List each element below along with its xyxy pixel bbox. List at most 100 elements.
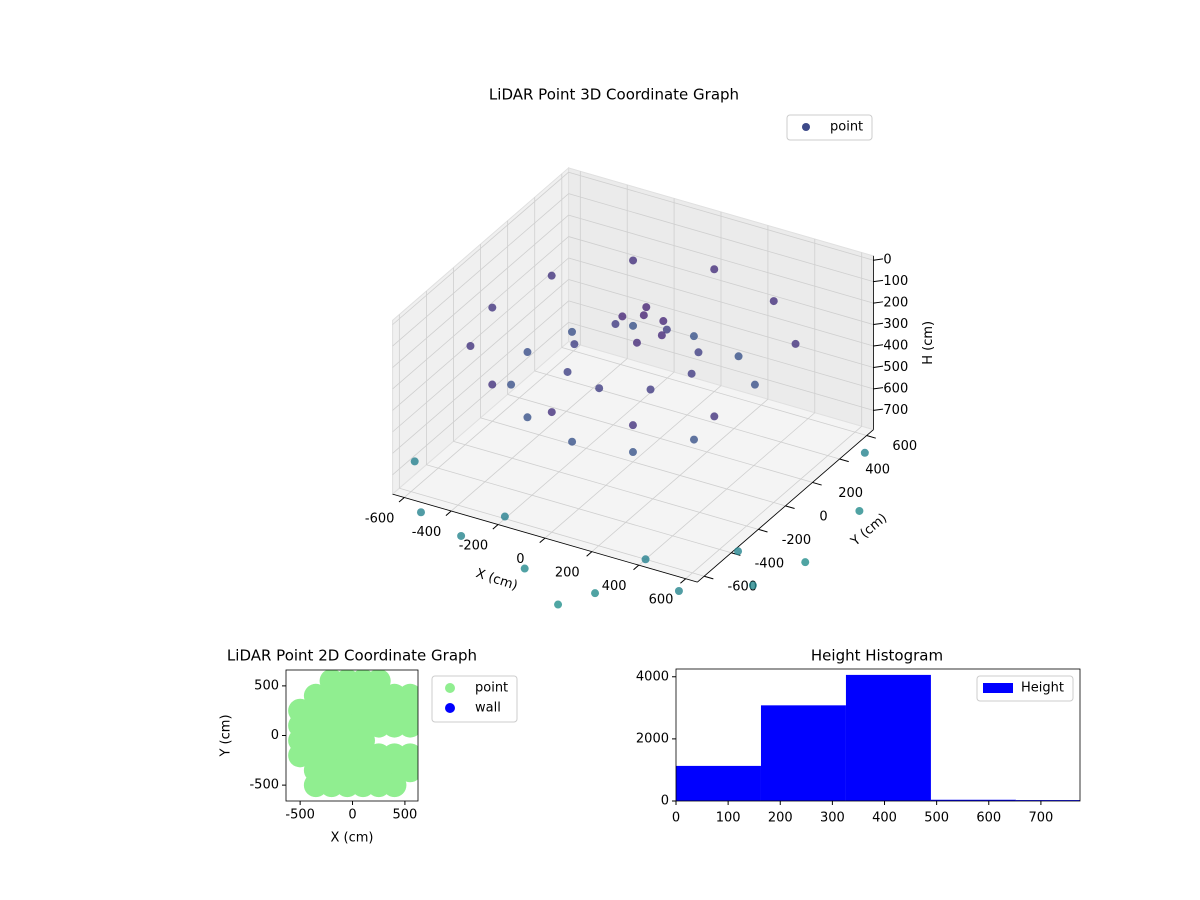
point: [466, 342, 475, 351]
legend-marker: [802, 123, 810, 131]
point: [674, 587, 683, 596]
grid-line: [568, 257, 874, 347]
tick-mark: [839, 458, 849, 463]
grid-line: [534, 370, 840, 460]
bar: [845, 674, 931, 801]
point: [568, 327, 577, 336]
x-axis-label: X (cm): [331, 831, 374, 846]
point: [523, 413, 532, 422]
point: [641, 555, 650, 564]
plot-area: [288, 670, 418, 798]
x-tick-label: -400: [412, 525, 442, 540]
y-tick-label: 200: [838, 486, 863, 501]
point: [457, 531, 466, 540]
z-tick-label: 700: [883, 403, 908, 418]
y-tick-label: 400: [865, 462, 890, 477]
point: [642, 303, 651, 312]
z-tick-label: 100: [883, 274, 908, 289]
grid-line: [392, 236, 569, 390]
grid-line: [568, 171, 874, 261]
chart-title: LiDAR Point 3D Coordinate Graph: [489, 86, 739, 104]
z-tick-label: 0: [883, 253, 891, 268]
x-tick-label: 400: [602, 579, 627, 594]
x-tick-label: 400: [872, 811, 897, 826]
point: [568, 437, 577, 446]
point: [507, 380, 516, 389]
legend-label: Height: [1021, 681, 1064, 696]
grid-line: [392, 257, 569, 411]
point: [662, 325, 671, 334]
z-tick-label: 600: [883, 381, 908, 396]
point: [646, 385, 655, 394]
x-tick-label: -200: [459, 538, 489, 553]
tick-mark: [539, 537, 546, 544]
y-tick-label: 0: [819, 509, 827, 524]
point: [769, 297, 778, 306]
point: [488, 380, 497, 389]
x-tick-label: 500: [392, 808, 417, 823]
legend-box: [431, 675, 518, 723]
x-tick-label: 200: [555, 565, 580, 580]
tick-mark: [873, 387, 884, 390]
bar: [930, 799, 1016, 801]
point: [689, 435, 698, 444]
x-tick-label: -500: [285, 808, 315, 823]
y-tick-label: 600: [892, 439, 917, 454]
grid-line: [392, 214, 569, 368]
legend-marker: [445, 683, 455, 693]
grid-line: [392, 300, 569, 454]
point: [628, 448, 637, 457]
tick-mark: [785, 505, 795, 509]
x-tick-label: 0: [348, 808, 356, 823]
tick-mark: [586, 551, 593, 557]
point: [639, 311, 648, 320]
point: [410, 457, 419, 466]
point: [710, 412, 719, 421]
z-tick-label: 200: [883, 296, 908, 311]
tick-mark: [492, 524, 499, 530]
grid-line: [392, 193, 569, 347]
point: [520, 564, 529, 573]
point: [629, 256, 638, 265]
tick-mark: [680, 578, 687, 584]
axes-frame: [675, 668, 1081, 802]
tick-mark: [873, 301, 884, 304]
tick-mark: [704, 575, 714, 580]
grid-line: [392, 171, 569, 325]
x-tick-label: -600: [365, 511, 395, 526]
legend-box: [976, 675, 1074, 702]
x-tick-label: 0: [672, 811, 680, 826]
legend-label: point: [475, 681, 508, 696]
x-tick-label: 0: [516, 552, 524, 567]
point: [618, 312, 627, 321]
grid-line: [507, 394, 813, 483]
x-tick-label: 700: [1028, 811, 1053, 826]
axis-line: [392, 493, 698, 583]
legend-box: [786, 114, 873, 141]
y-tick-label: -500: [249, 778, 279, 793]
tick-mark: [445, 510, 452, 516]
point: [801, 558, 810, 567]
tick-mark: [873, 258, 884, 261]
point: [657, 331, 666, 340]
grid-line: [568, 321, 874, 411]
grid-line: [426, 464, 732, 554]
point: [855, 506, 864, 515]
y-tick-label: -200: [782, 533, 812, 548]
z-axis-label: H (cm): [921, 321, 936, 365]
point: [659, 317, 668, 326]
tick-mark: [812, 481, 822, 486]
point: [570, 340, 579, 349]
grid-line: [561, 347, 867, 436]
tick-mark: [873, 322, 884, 326]
point: [611, 320, 620, 329]
point: [694, 348, 703, 357]
tick-mark: [873, 365, 884, 368]
grid-line: [568, 236, 874, 325]
point: [488, 303, 497, 312]
x-tick-label: 600: [976, 811, 1001, 826]
grid-line: [568, 279, 874, 368]
grid-line: [568, 214, 874, 304]
chart-title: Height Histogram: [811, 647, 943, 665]
